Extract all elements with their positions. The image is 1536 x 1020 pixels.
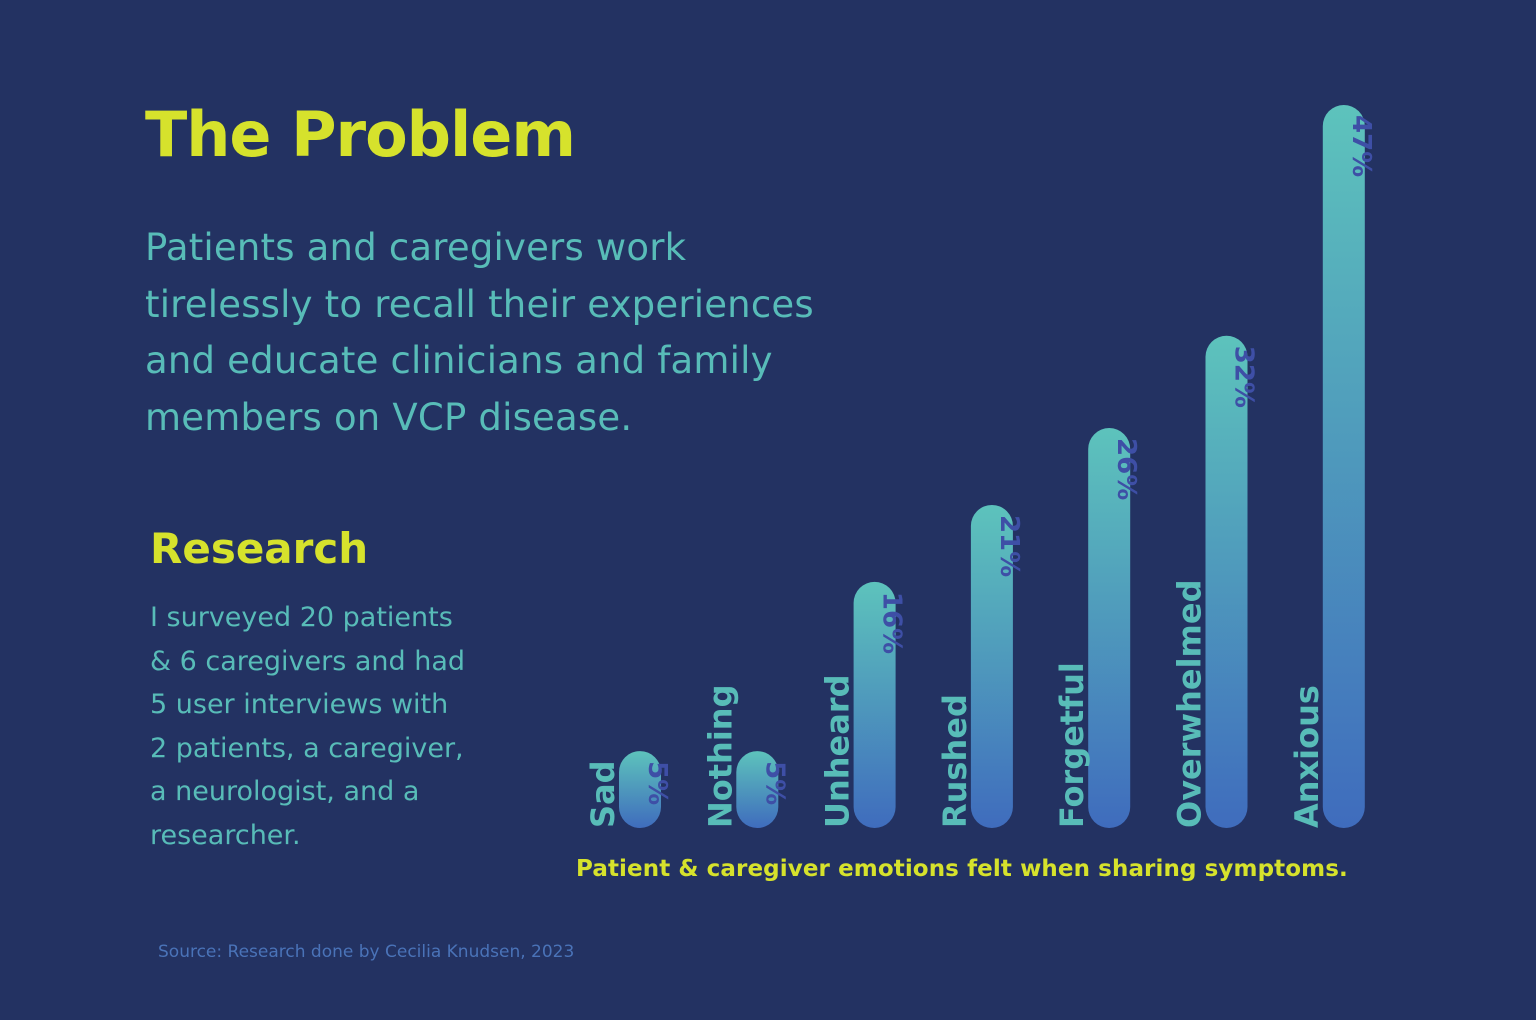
value-label-overwhelmed: 32%	[1229, 346, 1259, 408]
research-line: I surveyed 20 patients	[150, 602, 453, 633]
bar-sad	[619, 751, 661, 828]
category-label-overwhelmed: Overwhelmed	[1171, 579, 1209, 828]
research-paragraph: I surveyed 20 patients & 6 caregivers an…	[150, 596, 530, 857]
value-label-nothing: 5%	[759, 761, 789, 805]
category-label-rushed: Rushed	[936, 694, 974, 828]
research-line: 2 patients, a caregiver,	[150, 732, 464, 764]
intro-line: members on VCP disease.	[145, 395, 633, 439]
chart-caption: Patient & caregiver emotions felt when s…	[576, 856, 1348, 882]
intro-line: tirelessly to recall their experiences	[145, 282, 814, 326]
research-heading: Research	[150, 524, 369, 573]
source-note: Source: Research done by Cecilia Knudsen…	[158, 942, 575, 962]
value-label-forgetful: 26%	[1111, 438, 1141, 500]
page-title: The Problem	[145, 98, 576, 171]
chart-bars: 5% Sad 5% Nothing 16% Unheard 21% Rushed 26% Forg…	[584, 105, 1376, 828]
research-line: researcher.	[150, 819, 301, 851]
research-line: a neurologist, and a	[150, 776, 420, 807]
value-label-rushed: 21%	[994, 515, 1024, 577]
bar-unheard	[853, 581, 896, 828]
value-label-anxious: 47%	[1346, 115, 1376, 177]
category-label-forgetful: Forgetful	[1053, 662, 1091, 828]
category-label-sad: Sad	[584, 760, 622, 828]
bar-forgetful	[1088, 428, 1131, 828]
bar-rushed	[970, 504, 1013, 828]
intro-paragraph: Patients and caregivers work tirelessly …	[145, 220, 945, 446]
value-label-unheard: 16%	[877, 592, 907, 654]
category-label-anxious: Anxious	[1288, 685, 1326, 828]
intro-line: and educate clinicians and family	[145, 339, 773, 382]
research-line: 5 user interviews with	[150, 689, 449, 720]
bar-anxious	[1322, 105, 1365, 828]
value-label-sad: 5%	[642, 761, 672, 805]
bar-nothing	[736, 751, 779, 828]
category-label-nothing: Nothing	[701, 685, 739, 829]
research-line: & 6 caregivers and had	[150, 645, 466, 677]
intro-line: Patients and caregivers work	[145, 226, 687, 269]
category-label-unheard: Unheard	[819, 674, 857, 828]
bar-overwhelmed	[1205, 335, 1248, 828]
